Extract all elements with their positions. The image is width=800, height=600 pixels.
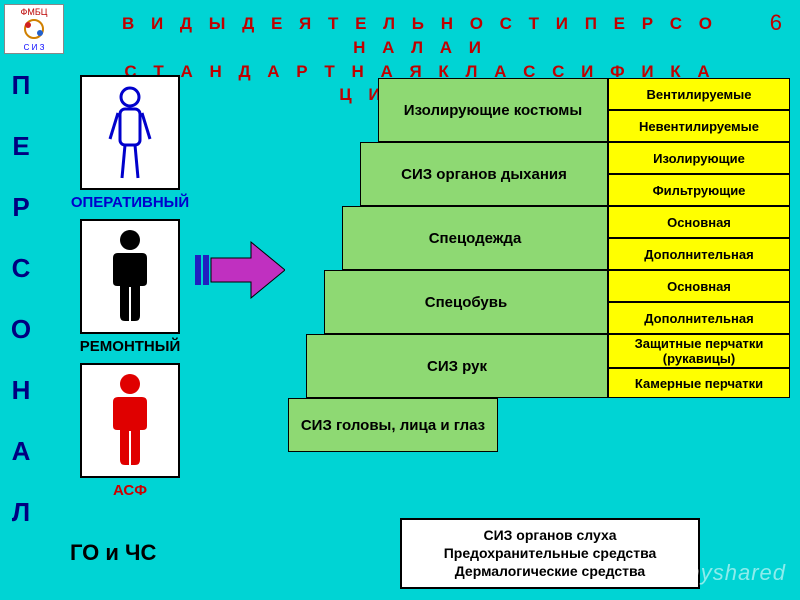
subtype-box: Изолирующие [608, 142, 790, 174]
page-number: 6 [770, 10, 782, 36]
classification-table: Изолирующие костюмыВентилируемыеНевентил… [288, 78, 790, 452]
category-box: СИЗ органов дыхания [360, 142, 608, 206]
person-icon [100, 227, 160, 327]
logo-text-top: ФМБЦ [21, 7, 48, 17]
logo: ФМБЦ С И З [4, 4, 64, 54]
vertical-letter: Н [6, 375, 36, 406]
classification-row: СпецобувьОсновнаяДополнительная [288, 270, 790, 334]
personnel-label-asf: АСФ [50, 482, 210, 499]
logo-icon [14, 17, 54, 41]
logo-text-bottom: С И З [7, 43, 61, 52]
category-box: Спецодежда [342, 206, 608, 270]
personnel-card-asf [80, 363, 180, 478]
person-icon [100, 371, 160, 471]
subtype-box: Дополнительная [608, 238, 790, 270]
person-icon [100, 83, 160, 183]
vertical-letter: А [6, 436, 36, 467]
subtype-box: Основная [608, 270, 790, 302]
subtype-box: Основная [608, 206, 790, 238]
note-line-2: Предохранительные средства [406, 544, 694, 562]
arrow-icon [195, 230, 285, 310]
category-box: СИЗ рук [306, 334, 608, 398]
subtype-box: Невентилируемые [608, 110, 790, 142]
personnel-card-repair [80, 219, 180, 334]
vertical-letter: Л [6, 497, 36, 528]
personnel-label-operative: ОПЕРАТИВНЫЙ [50, 194, 210, 211]
note-line-1: СИЗ органов слуха [406, 526, 694, 544]
classification-row: СИЗ органов дыханияИзолирующиеФильтрующи… [288, 142, 790, 206]
classification-row: СпецодеждаОсновнаяДополнительная [288, 206, 790, 270]
classification-row: СИЗ рукЗащитные перчатки (рукавицы)Камер… [288, 334, 790, 398]
vertical-label: ПЕРСОНАЛ [6, 70, 36, 558]
vertical-letter: С [6, 253, 36, 284]
classification-row: Изолирующие костюмыВентилируемыеНевентил… [288, 78, 790, 142]
vertical-letter: П [6, 70, 36, 101]
notes-box: СИЗ органов слуха Предохранительные сред… [400, 518, 700, 589]
subtype-box: Вентилируемые [608, 78, 790, 110]
bottom-label: ГО и ЧС [70, 540, 156, 566]
vertical-letter: Р [6, 192, 36, 223]
category-box: Спецобувь [324, 270, 608, 334]
personnel-column: ОПЕРАТИВНЫЙ РЕМОНТНЫЙ АСФ [50, 75, 210, 507]
subtype-box: Дополнительная [608, 302, 790, 334]
title-line-1: В И Д Ы Д Е Я Т Е Л Ь Н О С Т И П Е Р С … [120, 12, 720, 60]
subtype-box: Камерные перчатки [608, 368, 790, 398]
watermark: myshared [681, 560, 786, 586]
category-box: СИЗ головы, лица и глаз [288, 398, 498, 452]
subtype-box: Защитные перчатки (рукавицы) [608, 334, 790, 368]
category-box: Изолирующие костюмы [378, 78, 608, 142]
subtype-box: Фильтрующие [608, 174, 790, 206]
note-line-3: Дермалогические средства [406, 562, 694, 580]
personnel-card-operative [80, 75, 180, 190]
vertical-letter: О [6, 314, 36, 345]
vertical-letter: Е [6, 131, 36, 162]
personnel-label-repair: РЕМОНТНЫЙ [50, 338, 210, 355]
